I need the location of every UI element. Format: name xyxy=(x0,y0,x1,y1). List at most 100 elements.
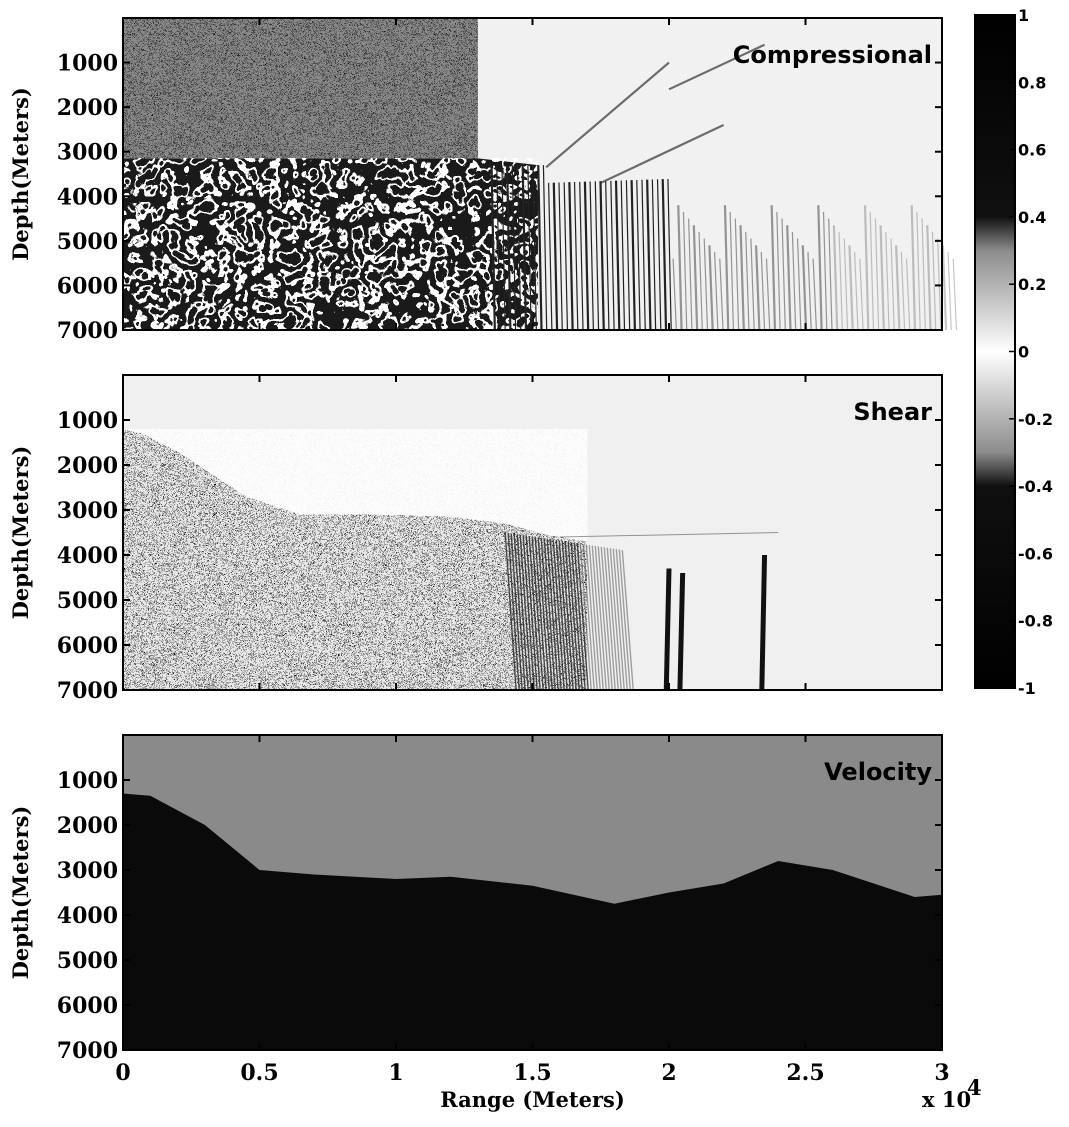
field-stripe xyxy=(568,182,574,331)
field-stripe xyxy=(770,205,777,331)
field-stripe xyxy=(931,231,937,331)
colorbar-tick-label: 0 xyxy=(1018,343,1029,362)
x-tick-label: 0 xyxy=(115,1060,130,1086)
field-stripe xyxy=(838,231,843,331)
field-stripe xyxy=(822,211,828,331)
field-stripe xyxy=(760,251,766,331)
field-stripe xyxy=(618,549,631,691)
y-tick-label: 5000 xyxy=(57,588,118,614)
y-tick-label: 3000 xyxy=(57,498,118,524)
field-stripe xyxy=(863,205,870,331)
field-stripe xyxy=(621,549,634,691)
field-stripe xyxy=(532,165,537,331)
field-stripe xyxy=(905,258,911,331)
field-stripe xyxy=(781,218,786,331)
x-tick-label: 0.5 xyxy=(240,1060,278,1086)
field-stripe xyxy=(776,211,781,331)
field-stripe xyxy=(641,179,646,331)
field-stripe xyxy=(558,182,563,331)
field-stripe xyxy=(585,544,598,691)
field-stripe xyxy=(890,238,895,331)
colorbar-tick-label: 0.6 xyxy=(1018,141,1046,160)
field-stripe xyxy=(537,165,543,331)
x-axis-title: Range (Meters) xyxy=(440,1087,625,1112)
field-stripe xyxy=(510,533,523,691)
field-stripe xyxy=(543,538,556,691)
field-stripe xyxy=(600,546,613,691)
y-axis-title: Depth(Meters) xyxy=(8,87,33,261)
field-stripe xyxy=(916,211,921,331)
field-stripe xyxy=(579,181,584,331)
field-stripe xyxy=(507,532,520,691)
colorbar-tick-label: 0.4 xyxy=(1018,208,1046,227)
field-stripe xyxy=(723,205,730,331)
field-stripe xyxy=(656,179,662,331)
field-stripe xyxy=(564,541,577,691)
field-stripe xyxy=(528,536,541,691)
field-stripe xyxy=(573,181,579,331)
field-speckle xyxy=(123,429,588,690)
field-stripe xyxy=(630,180,636,331)
field-stripe xyxy=(537,537,550,691)
field-stripe xyxy=(597,546,610,691)
y-tick-label: 1000 xyxy=(57,408,118,434)
field-stripe xyxy=(542,165,548,331)
colorbar-tick-label: -0.8 xyxy=(1018,612,1053,631)
panel-shear: 1000 2000 3000 4000 5000 6000 7000 Shear Depth(M… xyxy=(8,374,943,704)
colorbar-tick-label: -0.4 xyxy=(1018,477,1053,496)
field-stripe xyxy=(620,180,626,331)
field-stripe xyxy=(612,548,625,691)
field-stripe xyxy=(688,218,693,331)
field-stripe xyxy=(519,534,532,691)
field-stripe xyxy=(589,181,594,331)
colorbar-tick-label: 1 xyxy=(1018,6,1029,25)
field-stripe xyxy=(859,258,864,331)
field-stripe xyxy=(796,238,802,331)
field-stripe xyxy=(527,165,532,331)
field-stripe xyxy=(791,231,797,331)
x-tick-label: 3 xyxy=(934,1060,949,1086)
field-stripe xyxy=(610,180,615,331)
field-stripe xyxy=(672,258,677,331)
field-streak xyxy=(559,532,779,538)
field-stripe xyxy=(582,544,595,691)
field-stripe xyxy=(549,539,562,691)
x-exponent-label: x 10 xyxy=(922,1087,971,1112)
colorbar-tick-label: -0.2 xyxy=(1018,410,1053,429)
colorbar-tick-label: -1 xyxy=(1018,679,1036,698)
y-tick-label: 6000 xyxy=(57,633,118,659)
field-stripe xyxy=(745,231,750,331)
field-stripe xyxy=(926,225,932,331)
field-stripe xyxy=(516,534,529,691)
field-stripe xyxy=(606,547,619,691)
field-stripe xyxy=(692,225,699,331)
colorbar-tick-label: 0.2 xyxy=(1018,275,1046,294)
field-stripe xyxy=(952,258,958,331)
field-stripe xyxy=(591,545,604,691)
y-tick-label: 5000 xyxy=(57,229,118,255)
field-stripe xyxy=(801,245,808,331)
field-stripe xyxy=(588,545,601,691)
field-stripe xyxy=(698,231,703,331)
field-stripe xyxy=(490,165,496,331)
field-stripe xyxy=(501,165,506,331)
field-cell-texture xyxy=(123,158,538,330)
field-stripe xyxy=(603,547,616,691)
x-tick-label: 2.5 xyxy=(786,1060,824,1086)
x-exponent-power: 4 xyxy=(967,1075,982,1100)
field-stripe xyxy=(719,258,724,331)
field-stripe xyxy=(555,540,568,691)
x-tick-label: 1 xyxy=(388,1060,403,1086)
field-stripe xyxy=(900,251,906,331)
field-stripe xyxy=(874,218,880,331)
field-stripe xyxy=(879,225,885,331)
x-tick-label: 1.5 xyxy=(513,1060,551,1086)
field-stripe xyxy=(947,251,952,331)
field-stripe xyxy=(525,535,538,691)
field-stripe xyxy=(516,165,522,331)
y-tick-label: 1000 xyxy=(57,768,118,794)
field-stripe xyxy=(910,205,917,331)
field-stripe xyxy=(636,179,641,331)
field-spike xyxy=(663,568,672,691)
